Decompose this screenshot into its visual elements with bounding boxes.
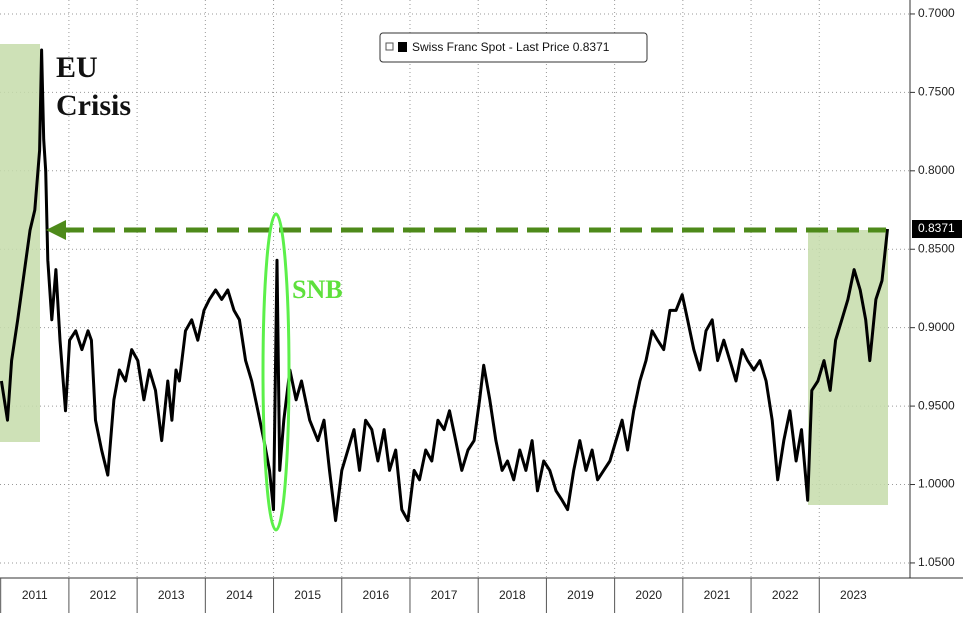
- annotation: EU: [56, 51, 98, 84]
- x-tick-label: 2018: [499, 588, 526, 602]
- x-tick-label: 2022: [772, 588, 799, 602]
- series-line: [0, 48, 889, 523]
- x-tick-label: 2023: [840, 588, 867, 602]
- legend-swatch: [398, 42, 407, 52]
- x-tick-label: 2011: [22, 588, 48, 602]
- x-tick-label: 2019: [567, 588, 594, 602]
- y-tick-label: 0.9000: [918, 320, 955, 334]
- legend-toggle: [385, 42, 394, 51]
- series-layer: [0, 48, 889, 523]
- y-tick-label: 0.8500: [918, 241, 955, 255]
- y-tick-label: 0.7500: [918, 85, 955, 99]
- legend-box: [379, 32, 648, 63]
- highlight-region: [0, 44, 40, 442]
- annotation: SNB: [292, 275, 343, 304]
- last-value-box: [912, 220, 962, 239]
- last-value-label: 0.8371: [918, 221, 955, 235]
- y-tick-label: 0.8000: [918, 163, 955, 177]
- highlight-ellipse: [261, 212, 291, 532]
- x-tick-label: 2014: [226, 588, 253, 602]
- y-tick-label: 1.0500: [918, 555, 955, 569]
- x-tick-label: 2017: [431, 588, 458, 602]
- grid: [0, 0, 910, 578]
- x-tick-label: 2021: [704, 588, 731, 602]
- legend-label: Swiss Franc Spot - Last Price 0.8371: [412, 40, 610, 54]
- x-tick-label: 2015: [294, 588, 321, 602]
- y-tick-label: 0.9500: [918, 398, 955, 412]
- y-tick-label: 0.7000: [918, 6, 955, 20]
- x-tick-label: 2020: [635, 588, 662, 602]
- x-tick-label: 2013: [158, 588, 185, 602]
- annotation: Crisis: [56, 89, 131, 122]
- y-tick-label: 1.0000: [918, 477, 955, 491]
- arrow-head: [46, 220, 66, 240]
- highlight-region: [808, 230, 888, 505]
- x-tick-label: 2012: [90, 588, 117, 602]
- x-tick-label: 2016: [363, 588, 390, 602]
